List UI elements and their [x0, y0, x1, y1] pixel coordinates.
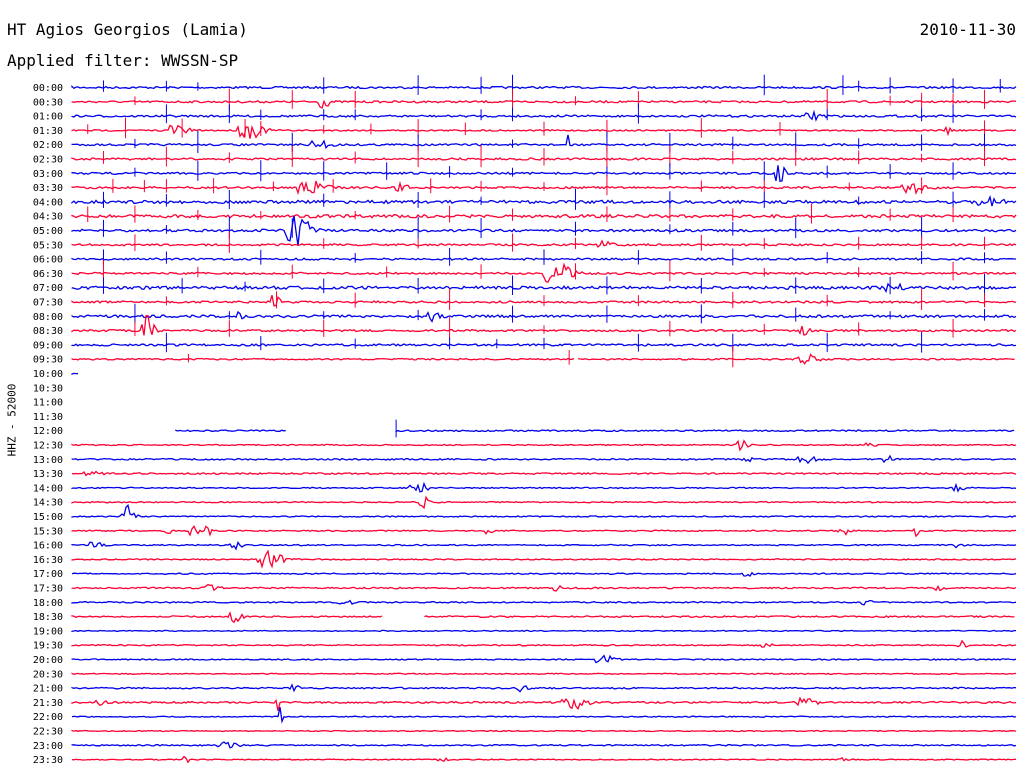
- trace-line: [71, 741, 1017, 749]
- row-label: 21:30: [33, 698, 63, 709]
- row-label: 00:00: [33, 83, 63, 94]
- row-label: 01:30: [33, 126, 63, 137]
- row-label: 03:30: [33, 183, 63, 194]
- trace-line: [71, 310, 1017, 323]
- trace-line: [71, 194, 1017, 207]
- trace-line: [71, 109, 1017, 122]
- trace-line: [71, 99, 1017, 109]
- row-label: 14:30: [33, 498, 63, 509]
- row-label: 11:00: [33, 398, 63, 409]
- row-label: 06:30: [33, 269, 63, 280]
- record-date: 2010-11-30: [919, 20, 1016, 39]
- row-label: 15:00: [33, 512, 63, 523]
- row-label: 10:00: [33, 369, 63, 380]
- trace-line: [71, 357, 575, 361]
- trace-line: [71, 134, 1017, 150]
- trace-line: [71, 696, 1017, 711]
- row-label: 22:30: [33, 727, 63, 738]
- filter-label: Applied filter: WWSSN-SP: [7, 51, 239, 70]
- row-label: 05:00: [33, 226, 63, 237]
- row-label: 08:30: [33, 326, 63, 337]
- row-label: 11:30: [33, 412, 63, 423]
- trace-line: [71, 343, 1017, 347]
- trace-line: [71, 729, 1017, 733]
- row-label: 17:30: [33, 584, 63, 595]
- row-label: 19:30: [33, 641, 63, 652]
- trace-line: [175, 429, 286, 433]
- trace-line: [577, 353, 1015, 365]
- row-label: 15:30: [33, 526, 63, 537]
- row-label: 12:00: [33, 426, 63, 437]
- trace-line: [71, 639, 1017, 648]
- trace-line: [71, 124, 1017, 139]
- row-label: 01:00: [33, 112, 63, 123]
- trace-line: [71, 213, 1017, 219]
- row-label: 02:00: [33, 140, 63, 151]
- row-label: 05:30: [33, 240, 63, 251]
- row-label: 07:00: [33, 283, 63, 294]
- row-label: 23:00: [33, 741, 63, 752]
- trace-line: [71, 611, 383, 624]
- row-label: 08:00: [33, 312, 63, 323]
- trace-line: [424, 615, 1015, 619]
- trace-line: [71, 672, 1017, 676]
- row-label: 09:30: [33, 355, 63, 366]
- row-label: 09:00: [33, 340, 63, 351]
- trace-line: [71, 583, 1017, 592]
- row-label: 20:30: [33, 669, 63, 680]
- row-label: 12:30: [33, 441, 63, 452]
- trace-line: [71, 282, 1017, 294]
- trace-line: [71, 180, 1017, 196]
- station-title: HT Agios Georgios (Lamia): [7, 20, 248, 39]
- trace-line: [71, 541, 1017, 551]
- trace-line: [71, 165, 1017, 183]
- trace-line: [71, 495, 1017, 510]
- trace-line: [71, 215, 1017, 246]
- trace-line: [71, 504, 1017, 519]
- row-label: 06:00: [33, 255, 63, 266]
- trace-line: [395, 429, 1015, 433]
- row-label: 16:30: [33, 555, 63, 566]
- trace-line: [71, 470, 1017, 477]
- row-label: 23:30: [33, 755, 63, 766]
- trace-line: [71, 629, 1016, 633]
- row-label: 17:00: [33, 569, 63, 580]
- row-label: 21:00: [33, 684, 63, 695]
- row-label: 03:00: [33, 169, 63, 180]
- trace-line: [71, 683, 1017, 693]
- trace-line: [71, 262, 1017, 283]
- row-label: 10:30: [33, 383, 63, 394]
- row-label: 19:00: [33, 626, 63, 637]
- trace-line: [71, 454, 1017, 465]
- trace-line: [71, 755, 1017, 764]
- row-label: 13:00: [33, 455, 63, 466]
- trace-line: [71, 295, 1017, 307]
- trace-line: [71, 439, 1017, 452]
- trace-line: [71, 571, 1017, 578]
- row-label: 07:30: [33, 298, 63, 309]
- row-label: 22:00: [33, 712, 63, 723]
- trace-line: [71, 549, 1017, 569]
- trace-line: [71, 599, 1017, 606]
- row-label: 04:30: [33, 212, 63, 223]
- trace-line: [71, 654, 1017, 664]
- row-label: 14:00: [33, 483, 63, 494]
- trace-line: [71, 372, 78, 375]
- trace-line: [71, 706, 1017, 724]
- trace-line: [71, 525, 1017, 538]
- row-label: 04:00: [33, 197, 63, 208]
- row-label: 02:30: [33, 155, 63, 166]
- row-label: 16:00: [33, 541, 63, 552]
- row-label: 20:00: [33, 655, 63, 666]
- trace-line: [71, 239, 1017, 248]
- row-label: 18:00: [33, 598, 63, 609]
- trace-line: [71, 481, 1017, 493]
- trace-line: [71, 257, 1016, 261]
- row-label: 00:30: [33, 97, 63, 108]
- row-label: 18:30: [33, 612, 63, 623]
- trace-line: [71, 85, 1017, 90]
- row-label: 13:30: [33, 469, 63, 480]
